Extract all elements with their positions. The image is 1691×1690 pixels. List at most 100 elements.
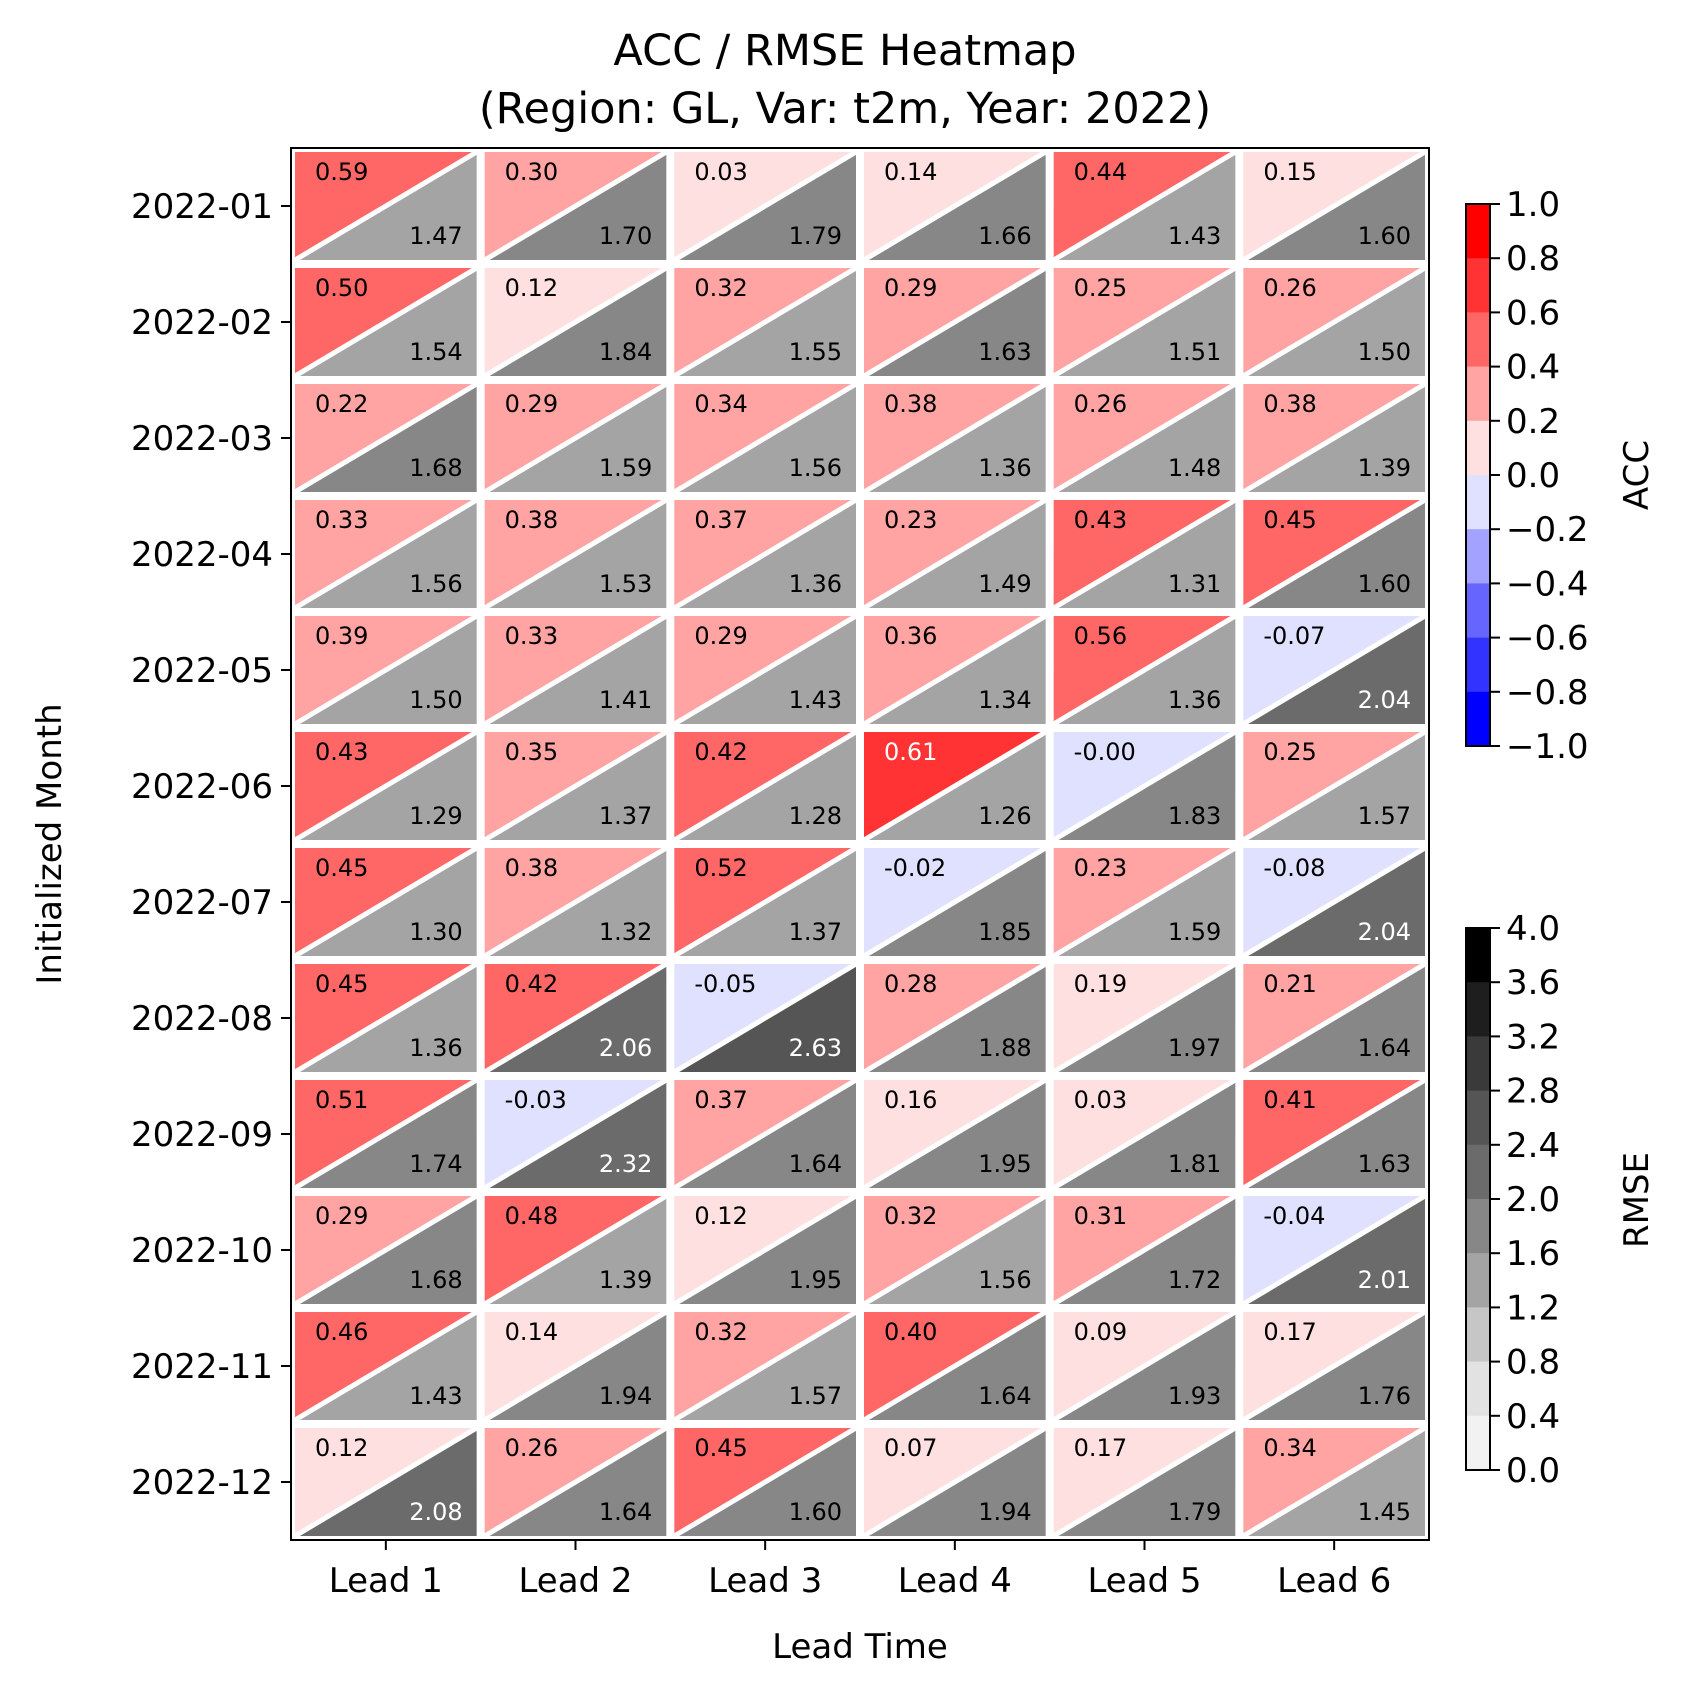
heatmap-cell: 0.33 1.41	[483, 613, 668, 727]
acc-value-label: 0.45	[694, 1434, 747, 1462]
rmse-value-label: 1.63	[1358, 1150, 1411, 1178]
heatmap-cell: 0.37 1.64	[673, 1077, 858, 1191]
colorbar-segment	[1466, 691, 1490, 747]
heatmap-cell: 0.32 1.57	[673, 1309, 858, 1423]
heatmap-cell: 0.26 1.50	[1242, 265, 1427, 379]
cell-diagonal	[862, 149, 1047, 263]
cell-diagonal	[862, 265, 1047, 379]
colorbar-tick-label: 1.0	[1506, 185, 1560, 225]
chart-title-line-2: (Region: GL, Var: t2m, Year: 2022)	[479, 84, 1211, 134]
heatmap-cell: 0.14 1.66	[862, 149, 1047, 263]
cell-diagonal	[1052, 613, 1237, 727]
heatmap-cell: -0.07 2.04	[1242, 613, 1427, 727]
rmse-value-label: 1.31	[1168, 570, 1221, 598]
cell-diagonal	[862, 729, 1047, 843]
rmse-value-label: 1.97	[1168, 1034, 1221, 1062]
acc-value-label: 0.12	[694, 1202, 747, 1230]
colorbar-tick-label: 0.0	[1506, 1451, 1560, 1491]
heatmap-cell: 0.23 1.49	[862, 497, 1047, 611]
cell-diagonal	[483, 149, 668, 263]
cell-diagonal	[483, 497, 668, 611]
x-tick-label: Lead 2	[518, 1561, 632, 1601]
heatmap-cell: 0.03 1.81	[1052, 1077, 1237, 1191]
rmse-value-label: 1.76	[1358, 1382, 1411, 1410]
colorbar-tick-label: 1.2	[1506, 1288, 1560, 1328]
rmse-value-label: 1.56	[978, 1266, 1031, 1294]
cell-diagonal	[483, 961, 668, 1075]
heatmap-cell: 0.38 1.39	[1242, 381, 1427, 495]
y-tick-label: 2022-02	[131, 303, 273, 343]
rmse-value-label: 1.95	[789, 1266, 842, 1294]
y-tick-label: 2022-05	[131, 651, 273, 691]
cell-diagonal	[673, 265, 858, 379]
heatmap-cell: 0.23 1.59	[1052, 845, 1237, 959]
rmse-value-label: 1.68	[409, 1266, 462, 1294]
heatmap-cell: 0.51 1.74	[293, 1077, 478, 1191]
cell-diagonal	[293, 381, 478, 495]
heatmap-cell: 0.17 1.76	[1242, 1309, 1427, 1423]
cell-diagonal	[1242, 381, 1427, 495]
acc-value-label: 0.22	[315, 390, 368, 418]
cell-diagonal	[673, 961, 858, 1075]
colorbar-segment	[1466, 475, 1490, 530]
acc-value-label: -0.03	[505, 1086, 567, 1114]
cell-diagonal	[1242, 613, 1427, 727]
colorbar-tick-label: 0.4	[1506, 348, 1560, 388]
cell-diagonal	[1242, 1077, 1427, 1191]
rmse-value-label: 1.64	[978, 1382, 1031, 1410]
acc-value-label: 0.19	[1074, 970, 1127, 998]
rmse-value-label: 1.72	[1168, 1266, 1221, 1294]
acc-value-label: 0.25	[1074, 274, 1127, 302]
heatmap-cell: 0.14 1.94	[483, 1309, 668, 1423]
rmse-value-label: 1.37	[789, 918, 842, 946]
acc-value-label: 0.38	[505, 854, 558, 882]
cell-diagonal	[293, 1309, 478, 1423]
rmse-value-label: 1.94	[599, 1382, 652, 1410]
cell-diagonal	[1242, 497, 1427, 611]
y-tick-label: 2022-07	[131, 883, 273, 923]
cell-diagonal	[673, 1425, 858, 1539]
rmse-value-label: 1.60	[1358, 570, 1411, 598]
rmse-value-label: 1.43	[409, 1382, 462, 1410]
cell-diagonal	[1052, 149, 1237, 263]
rmse-value-label: 1.68	[409, 454, 462, 482]
acc-value-label: 0.42	[505, 970, 558, 998]
colorbar-tick-label: 0.8	[1506, 239, 1560, 279]
x-tick-label: Lead 5	[1087, 1561, 1201, 1601]
cell-diagonal	[293, 1077, 478, 1191]
colorbar-segment	[1466, 1036, 1490, 1092]
cell-diagonal	[1242, 1193, 1427, 1307]
heatmap-cell: -0.00 1.83	[1052, 729, 1237, 843]
acc-value-label: 0.17	[1074, 1434, 1127, 1462]
heatmap-cell: 0.25 1.51	[1052, 265, 1237, 379]
acc-value-label: 0.34	[694, 390, 747, 418]
rmse-value-label: 1.85	[978, 918, 1031, 946]
acc-value-label: 0.17	[1263, 1318, 1316, 1346]
rmse-value-label: 2.32	[599, 1150, 652, 1178]
y-tick-label: 2022-04	[131, 535, 273, 575]
cell-diagonal	[483, 613, 668, 727]
acc-value-label: 0.43	[315, 738, 368, 766]
rmse-value-label: 1.66	[978, 222, 1031, 250]
cell-diagonal	[673, 381, 858, 495]
acc-value-label: 0.33	[505, 622, 558, 650]
colorbar-tick-label: 0.8	[1506, 1343, 1560, 1383]
heatmap-cell: -0.05 2.63	[673, 961, 858, 1075]
colorbar-tick-label: −0.6	[1506, 619, 1589, 659]
colorbar-segment	[1466, 1253, 1490, 1308]
rmse-value-label: 2.63	[789, 1034, 842, 1062]
rmse-value-label: 1.93	[1168, 1382, 1221, 1410]
colorbar-segment	[1466, 1090, 1490, 1146]
heatmap-cell: 0.39 1.50	[293, 613, 478, 727]
heatmap-cell: 0.12 1.95	[673, 1193, 858, 1307]
acc-value-label: 0.61	[884, 738, 937, 766]
cell-diagonal	[1052, 265, 1237, 379]
cell-diagonal	[293, 265, 478, 379]
acc-value-label: 0.52	[694, 854, 747, 882]
heatmap-cell: 0.15 1.60	[1242, 149, 1427, 263]
rmse-value-label: 1.55	[789, 338, 842, 366]
acc-value-label: 0.29	[884, 274, 937, 302]
colorbar-tick-label: 0.4	[1506, 1397, 1560, 1437]
acc-value-label: 0.35	[505, 738, 558, 766]
acc-value-label: 0.40	[884, 1318, 937, 1346]
